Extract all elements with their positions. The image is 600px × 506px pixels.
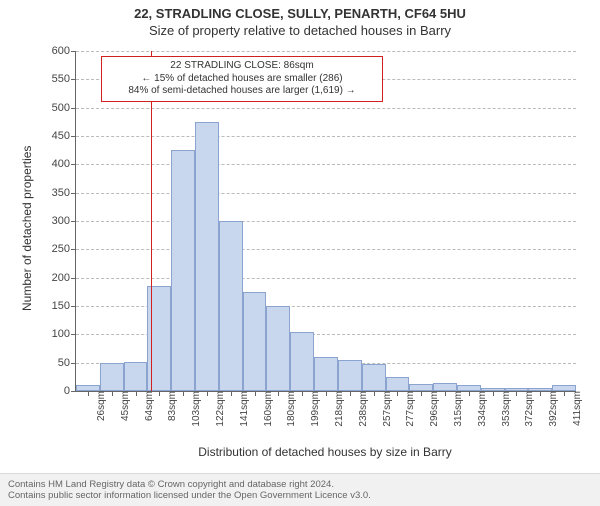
x-tick-mark (88, 391, 89, 396)
histogram-bar (124, 362, 148, 391)
y-tick-label: 250 (52, 243, 76, 255)
title-line-1: 22, STRADLING CLOSE, SULLY, PENARTH, CF6… (0, 6, 600, 21)
histogram-plot-area: 05010015020025030035040045050055060026sq… (75, 51, 576, 392)
x-tick-mark (469, 391, 470, 396)
x-tick-label: 180sqm (282, 391, 297, 427)
x-tick-label: 45sqm (116, 391, 131, 421)
histogram-bar (243, 292, 267, 391)
histogram-bar (266, 306, 290, 391)
x-tick-mark (421, 391, 422, 396)
x-tick-label: 238sqm (354, 391, 369, 427)
y-axis-label: Number of detached properties (20, 146, 34, 311)
y-tick-label: 150 (52, 300, 76, 312)
y-tick-label: 550 (52, 73, 76, 85)
y-tick-label: 300 (52, 215, 76, 227)
histogram-bar (338, 360, 362, 391)
x-tick-label: 277sqm (401, 391, 416, 427)
x-tick-label: 372sqm (520, 391, 535, 427)
x-tick-label: 64sqm (140, 391, 155, 421)
chart-title-block: 22, STRADLING CLOSE, SULLY, PENARTH, CF6… (0, 6, 600, 38)
x-tick-mark (278, 391, 279, 396)
y-tick-label: 100 (52, 328, 76, 340)
x-tick-label: 26sqm (92, 391, 107, 421)
histogram-bar (386, 377, 410, 391)
y-tick-label: 400 (52, 158, 76, 170)
y-tick-label: 600 (52, 45, 76, 57)
title-line-2: Size of property relative to detached ho… (0, 23, 600, 38)
histogram-bar (195, 122, 219, 391)
histogram-bar (219, 221, 243, 391)
histogram-bar (171, 150, 195, 391)
x-axis-label: Distribution of detached houses by size … (75, 445, 575, 459)
x-tick-label: 353sqm (497, 391, 512, 427)
histogram-bar (362, 364, 386, 391)
y-tick-label: 0 (64, 385, 76, 397)
y-tick-label: 50 (58, 357, 76, 369)
x-tick-mark (564, 391, 565, 396)
x-tick-label: 315sqm (449, 391, 464, 427)
x-tick-label: 141sqm (235, 391, 250, 427)
histogram-bar (100, 363, 124, 391)
footer-line-1: Contains HM Land Registry data © Crown c… (8, 479, 592, 490)
x-tick-mark (350, 391, 351, 396)
annotation-line-2: ← 15% of detached houses are smaller (28… (108, 73, 376, 86)
x-tick-mark (112, 391, 113, 396)
x-tick-mark (159, 391, 160, 396)
x-tick-mark (207, 391, 208, 396)
y-tick-label: 200 (52, 272, 76, 284)
x-tick-mark (255, 391, 256, 396)
x-tick-mark (493, 391, 494, 396)
histogram-bar (552, 385, 576, 391)
x-tick-mark (302, 391, 303, 396)
y-tick-label: 450 (52, 130, 76, 142)
annotation-line-3: 84% of semi-detached houses are larger (… (108, 85, 376, 98)
annotation-line-1: 22 STRADLING CLOSE: 86sqm (108, 60, 376, 73)
x-tick-mark (183, 391, 184, 396)
x-tick-mark (516, 391, 517, 396)
x-tick-mark (136, 391, 137, 396)
footer-attribution: Contains HM Land Registry data © Crown c… (0, 473, 600, 506)
reference-line (151, 51, 152, 391)
histogram-bar (290, 332, 314, 392)
x-tick-label: 334sqm (473, 391, 488, 427)
histogram-bar (314, 357, 338, 391)
x-tick-label: 122sqm (211, 391, 226, 427)
x-tick-label: 218sqm (330, 391, 345, 427)
x-tick-label: 199sqm (306, 391, 321, 427)
y-tick-label: 350 (52, 187, 76, 199)
x-tick-label: 296sqm (425, 391, 440, 427)
annotation-box: 22 STRADLING CLOSE: 86sqm ← 15% of detac… (101, 56, 383, 102)
histogram-bar (481, 388, 505, 391)
x-tick-label: 160sqm (259, 391, 274, 427)
x-tick-mark (326, 391, 327, 396)
x-tick-mark (540, 391, 541, 396)
histogram-bar (433, 383, 457, 392)
footer-line-2: Contains public sector information licen… (8, 490, 592, 501)
x-tick-label: 257sqm (378, 391, 393, 427)
x-tick-mark (397, 391, 398, 396)
histogram-bar (457, 385, 481, 391)
y-tick-label: 500 (52, 102, 76, 114)
histogram-bar (528, 388, 552, 391)
x-tick-mark (231, 391, 232, 396)
histogram-bar (409, 384, 433, 391)
x-tick-label: 411sqm (568, 391, 583, 426)
x-tick-mark (374, 391, 375, 396)
x-tick-label: 392sqm (544, 391, 559, 427)
x-tick-label: 103sqm (187, 391, 202, 427)
x-tick-label: 83sqm (163, 391, 178, 421)
x-tick-mark (445, 391, 446, 396)
histogram-bar (76, 385, 100, 391)
histogram-bar (505, 388, 529, 391)
